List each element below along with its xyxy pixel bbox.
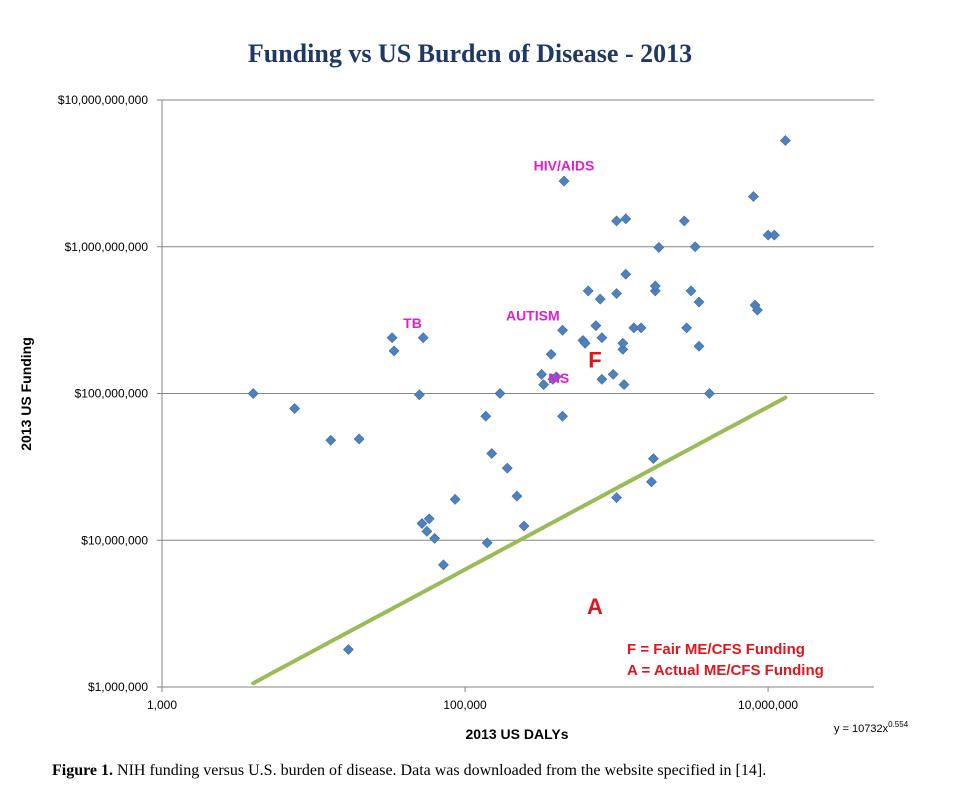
- annotation-label: TB: [403, 315, 422, 331]
- data-point: [620, 268, 632, 280]
- data-point: [423, 513, 435, 525]
- annotations: HIV/AIDS TB AUTISM MS F A: [403, 158, 603, 619]
- data-point: [325, 434, 337, 446]
- data-point: [582, 285, 594, 297]
- data-point: [768, 229, 780, 241]
- marker-label: F: [588, 348, 601, 373]
- data-point: [590, 320, 602, 332]
- data-point: [596, 373, 608, 385]
- legend-fair: F = Fair ME/CFS Funding: [627, 641, 805, 658]
- data-point: [628, 322, 640, 334]
- chart: Funding vs US Burden of Disease - 2013 $…: [18, 39, 909, 742]
- axes: [157, 99, 874, 692]
- data-point: [414, 389, 425, 401]
- y-tick-label: $1,000,000,000: [65, 240, 149, 254]
- x-axis-label: 2013 US DALYs: [466, 726, 569, 742]
- data-point: [511, 490, 523, 502]
- data-point: [386, 332, 398, 344]
- data-point: [481, 537, 493, 549]
- data-point: [557, 410, 568, 422]
- data-point: [611, 288, 622, 299]
- x-tick-labels: 1,000 100,000 10,000,000: [147, 698, 798, 712]
- data-point: [685, 285, 697, 297]
- trendline: [251, 395, 788, 686]
- data-point: [558, 175, 570, 187]
- caption-label: Figure 1.: [52, 762, 114, 779]
- data-point: [607, 368, 619, 380]
- data-point: [703, 388, 715, 399]
- data-point: [353, 433, 365, 445]
- data-point: [545, 348, 557, 360]
- data-point: [579, 337, 591, 349]
- data-point: [611, 215, 622, 227]
- data-point: [429, 532, 441, 544]
- data-point: [617, 337, 629, 349]
- legend-actual: A = Actual ME/CFS Funding: [627, 662, 824, 679]
- data-point: [486, 448, 498, 459]
- data-point: [247, 388, 259, 399]
- data-point: [518, 520, 530, 532]
- figure-caption: Figure 1. NIH funding versus U.S. burden…: [52, 762, 766, 780]
- data-point: [388, 345, 400, 357]
- data-point: [416, 518, 428, 529]
- data-point: [550, 371, 562, 383]
- annotation-label: MS: [548, 370, 569, 386]
- data-point: [751, 304, 763, 316]
- data-points: [247, 135, 791, 655]
- data-point: [538, 379, 550, 391]
- data-point: [611, 492, 622, 504]
- data-point: [480, 410, 492, 422]
- data-point: [557, 324, 568, 336]
- data-point: [617, 343, 629, 355]
- y-axis-label: 2013 US Funding: [18, 337, 34, 451]
- chart-title: Funding vs US Burden of Disease - 2013: [248, 39, 692, 68]
- data-point: [779, 135, 791, 146]
- data-point: [289, 403, 301, 414]
- data-point: [647, 453, 659, 465]
- data-point: [693, 340, 705, 352]
- data-point: [438, 559, 449, 571]
- trend-equation: y = 10732x0.554: [834, 720, 909, 735]
- data-point: [343, 644, 354, 655]
- trend-equation-exponent: 0.554: [888, 720, 909, 729]
- data-point: [494, 388, 506, 399]
- data-point: [678, 215, 690, 227]
- y-tick-labels: $1,000,000 $10,000,000 $100,000,000 $1,000,…: [58, 93, 148, 694]
- data-point: [596, 332, 608, 344]
- trend-equation-base: y = 10732x: [834, 723, 889, 735]
- data-point: [649, 280, 661, 292]
- x-tick-label: 1,000: [147, 698, 177, 712]
- y-tick-label: $10,000,000,000: [58, 93, 148, 107]
- x-tick-label: 10,000,000: [738, 698, 798, 712]
- data-point: [635, 322, 647, 334]
- data-point: [689, 241, 701, 253]
- y-tick-label: $10,000,000: [81, 533, 148, 547]
- data-point: [594, 293, 606, 305]
- data-point: [421, 525, 433, 537]
- y-tick-label: $1,000,000: [88, 680, 148, 694]
- annotation-label: HIV/AIDS: [534, 158, 595, 174]
- data-point: [653, 241, 665, 253]
- caption-text: NIH funding versus U.S. burden of diseas…: [113, 762, 767, 779]
- data-point: [417, 332, 429, 344]
- data-point: [536, 368, 548, 380]
- data-point: [449, 493, 461, 505]
- marker-label: A: [587, 594, 603, 619]
- data-point: [620, 213, 632, 225]
- data-point: [646, 476, 657, 488]
- annotation-label: AUTISM: [506, 307, 560, 323]
- data-point: [618, 379, 630, 391]
- trend-line: [251, 395, 788, 686]
- x-tick-label: 100,000: [443, 698, 487, 712]
- data-point: [501, 462, 513, 474]
- data-point: [747, 191, 759, 202]
- y-tick-label: $100,000,000: [75, 387, 149, 401]
- data-point: [693, 296, 705, 308]
- data-point: [681, 322, 693, 334]
